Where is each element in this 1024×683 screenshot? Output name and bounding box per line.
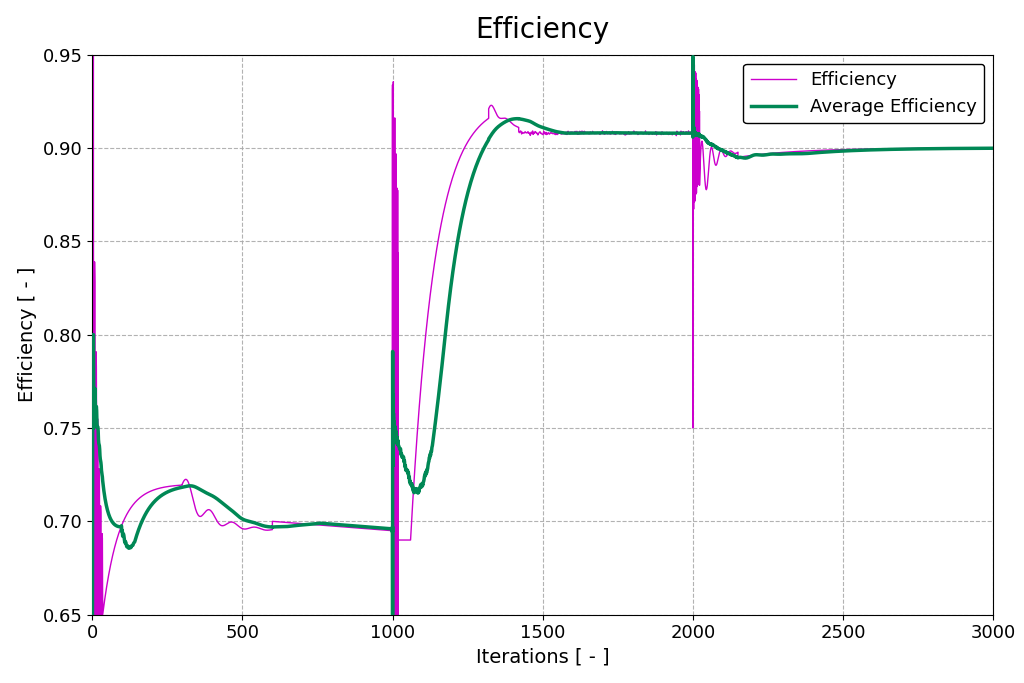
Average Efficiency: [366, 523, 378, 531]
Efficiency: [413, 402, 425, 410]
Y-axis label: Efficiency [ - ]: Efficiency [ - ]: [17, 267, 37, 402]
Efficiency: [367, 525, 379, 533]
Average Efficiency: [608, 128, 621, 137]
Average Efficiency: [687, 53, 699, 61]
Average Efficiency: [929, 145, 941, 153]
Efficiency: [929, 144, 941, 152]
X-axis label: Iterations [ - ]: Iterations [ - ]: [476, 648, 609, 667]
Line: Average Efficiency: Average Efficiency: [92, 57, 993, 615]
Efficiency: [608, 128, 621, 137]
Legend: Efficiency, Average Efficiency: Efficiency, Average Efficiency: [743, 64, 984, 123]
Line: Efficiency: Efficiency: [92, 55, 993, 615]
Average Efficiency: [86, 611, 98, 619]
Average Efficiency: [413, 488, 425, 496]
Efficiency: [97, 607, 110, 615]
Efficiency: [87, 51, 99, 59]
Title: Efficiency: Efficiency: [476, 16, 609, 44]
Efficiency: [475, 121, 487, 129]
Efficiency: [86, 611, 98, 619]
Efficiency: [987, 144, 999, 152]
Average Efficiency: [474, 152, 486, 160]
Average Efficiency: [96, 477, 109, 485]
Average Efficiency: [987, 144, 999, 152]
